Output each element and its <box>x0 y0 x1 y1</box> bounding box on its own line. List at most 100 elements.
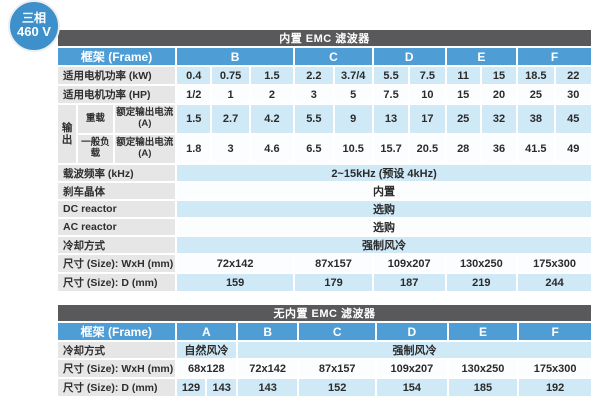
row-label: 冷却方式 <box>58 342 175 358</box>
value-cell: 143 <box>207 379 236 396</box>
value-cell: 1 <box>212 86 249 103</box>
value-cell: 45 <box>555 105 591 133</box>
row-label: 尺寸 (Size): WxH (mm) <box>58 360 175 377</box>
value-cell: 2.2 <box>295 67 333 84</box>
row-label: 刹车晶体 <box>58 183 176 199</box>
value-cell: 1.8 <box>177 135 211 163</box>
value-cell: 244 <box>518 274 591 291</box>
value-cell: 15 <box>446 86 480 103</box>
value-cell: 109x207 <box>373 255 445 272</box>
row-label: 冷却方式 <box>58 237 176 253</box>
table-row: 载波频率 (kHz) 2~15kHz (预设 4kHz) <box>58 165 591 181</box>
emc-filter-table: 内置 EMC 滤波器 框架 (Frame) B C D E F 适用电机功率 (… <box>56 28 593 293</box>
value-cell: 10 <box>410 86 445 103</box>
load-mode-label: 重载 <box>78 105 113 133</box>
section-title: 无内置 EMC 滤波器 <box>58 305 591 321</box>
table-row: 刹车晶体 内置 <box>58 183 591 199</box>
frame-col-f: F <box>519 323 591 340</box>
row-label: 适用电机功率 (HP) <box>58 86 176 103</box>
row-label: 载波频率 (kHz) <box>58 165 176 181</box>
value-cell: 选购 <box>177 201 591 217</box>
section-title: 内置 EMC 滤波器 <box>58 30 591 46</box>
rated-current-label: 额定输出电流 (A) <box>114 105 176 133</box>
value-cell: 17 <box>410 105 445 133</box>
value-cell: 185 <box>448 379 518 396</box>
phase-label: 三相 <box>21 10 46 25</box>
value-cell: 175x300 <box>519 360 591 377</box>
value-cell: 30 <box>555 86 591 103</box>
value-cell: 187 <box>373 274 445 291</box>
value-cell: 13 <box>373 105 409 133</box>
value-cell: 129 <box>176 379 206 396</box>
value-cell: 49 <box>555 135 591 163</box>
value-cell: 109x207 <box>377 360 447 377</box>
value-cell: 175x300 <box>518 255 591 272</box>
value-cell: 6.5 <box>295 135 333 163</box>
value-cell: 5.5 <box>373 67 409 84</box>
table-row: DC reactor 选购 <box>58 201 591 217</box>
value-cell: 32 <box>481 105 517 133</box>
value-cell: 192 <box>519 379 591 396</box>
value-cell: 38 <box>518 105 554 133</box>
value-cell: 36 <box>481 135 517 163</box>
table-row: 框架 (Frame) B C D E F <box>58 48 591 65</box>
table-row: AC reactor 选购 <box>58 219 591 235</box>
row-label: 适用电机功率 (kW) <box>58 67 176 84</box>
frame-col-e: E <box>446 48 517 65</box>
spec-sheet: 内置 EMC 滤波器 框架 (Frame) B C D E F 适用电机功率 (… <box>56 28 593 398</box>
value-cell: 9 <box>334 105 372 133</box>
voltage-badge: 三相 460 V <box>8 0 60 52</box>
table-row: 尺寸 (Size): WxH (mm) 72x142 87x157 109x20… <box>58 255 591 272</box>
frame-col-e: E <box>448 323 518 340</box>
value-cell: 10.5 <box>334 135 372 163</box>
value-cell: 1.5 <box>177 105 211 133</box>
value-cell: 130x250 <box>448 360 518 377</box>
value-cell: 4.6 <box>250 135 294 163</box>
value-cell: 159 <box>177 274 294 291</box>
frame-col-c: C <box>295 48 372 65</box>
frame-col-b: B <box>177 48 294 65</box>
row-label: 尺寸 (Size): WxH (mm) <box>58 255 176 272</box>
value-cell: 7.5 <box>410 67 445 84</box>
value-cell: 5 <box>334 86 372 103</box>
table-row: 一般负载 额定输出电流 (A) 1.8 3 4.6 6.5 10.5 15.7 … <box>58 135 591 163</box>
value-cell: 15 <box>481 67 517 84</box>
value-cell: 2.7 <box>212 105 249 133</box>
table-row: 适用电机功率 (kW) 0.4 0.75 1.5 2.2 3.7/4 5.5 7… <box>58 67 591 84</box>
row-label: 尺寸 (Size): D (mm) <box>58 379 175 396</box>
table-row: 输出 重载 额定输出电流 (A) 1.5 2.7 4.2 5.5 9 13 17… <box>58 105 591 163</box>
load-mode-label: 一般负载 <box>78 135 113 163</box>
frame-col-c: C <box>299 323 376 340</box>
value-cell: 143 <box>237 379 298 396</box>
value-cell: 68x128 <box>176 360 236 377</box>
value-cell: 25 <box>446 105 480 133</box>
value-cell: 内置 <box>177 183 591 199</box>
table-row: 尺寸 (Size): D (mm) 129 143 143 152 154 18… <box>58 379 591 396</box>
value-cell: 179 <box>295 274 372 291</box>
value-cell: 11 <box>446 67 480 84</box>
value-cell: 41.5 <box>518 135 554 163</box>
table-row: 冷却方式 强制风冷 <box>58 237 591 253</box>
value-cell: 87x157 <box>299 360 376 377</box>
value-cell: 2 <box>250 86 294 103</box>
value-cell: 0.4 <box>177 67 211 84</box>
value-cell: 22 <box>555 67 591 84</box>
value-cell: 130x250 <box>446 255 517 272</box>
value-cell: 3 <box>295 86 333 103</box>
table-row: 无内置 EMC 滤波器 <box>58 305 591 321</box>
value-cell: 20 <box>481 86 517 103</box>
output-group-label: 输出 <box>58 105 77 163</box>
value-cell: 自然风冷 <box>176 342 236 358</box>
table-row: 框架 (Frame) A B C D E F <box>58 323 591 340</box>
voltage-label: 460 V <box>17 24 51 40</box>
table-row: 适用电机功率 (HP) 1/2 1 2 3 5 7.5 10 15 20 25 … <box>58 86 591 103</box>
value-cell: 25 <box>518 86 554 103</box>
frame-col-a: A <box>176 323 236 340</box>
value-cell: 1.5 <box>250 67 294 84</box>
frame-header-label: 框架 (Frame) <box>58 48 176 65</box>
value-cell: 强制风冷 <box>237 342 591 358</box>
no-emc-filter-table: 无内置 EMC 滤波器 框架 (Frame) A B C D E F 冷却方式 … <box>56 303 593 398</box>
value-cell: 选购 <box>177 219 591 235</box>
value-cell: 28 <box>446 135 480 163</box>
value-cell: 87x157 <box>295 255 372 272</box>
